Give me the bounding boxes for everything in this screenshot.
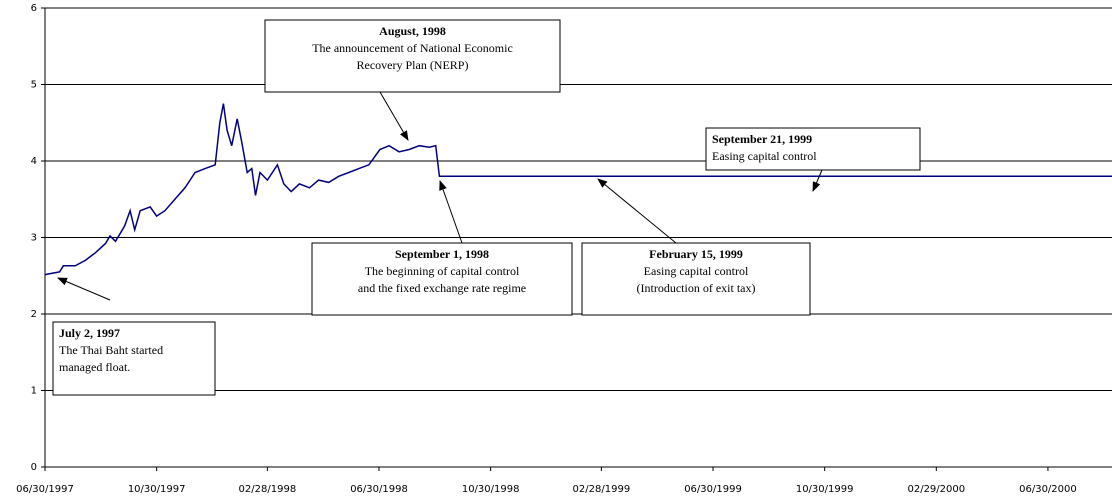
x-tick-label: 06/30/1999: [684, 484, 742, 495]
x-tick-label: 06/30/1997: [16, 484, 74, 495]
annotation-text: and the fixed exchange rate regime: [358, 281, 526, 295]
y-tick-label: 6: [31, 3, 37, 14]
annotation-arrow: [379, 91, 409, 141]
annotation-arrow: [812, 169, 823, 192]
x-tick-label: 10/30/1998: [462, 484, 520, 495]
y-tick-label: 4: [31, 156, 37, 167]
annotation-text: Easing capital control: [712, 149, 817, 163]
y-tick-label: 2: [31, 309, 37, 320]
x-tick-label: 02/28/1998: [239, 484, 297, 495]
annotation-text: Easing capital control: [644, 264, 749, 278]
annotation-arrow: [439, 180, 463, 244]
x-tick-label: 02/28/1999: [573, 484, 631, 495]
annotation-text: Recovery Plan (NERP): [357, 58, 469, 72]
annotation-arrow: [57, 277, 111, 301]
y-tick-label: 3: [31, 233, 37, 244]
annotation-arrow: [597, 178, 677, 244]
x-tick-label: 06/30/2000: [1019, 484, 1077, 495]
x-tick-label: 10/30/1999: [796, 484, 854, 495]
annotation-title: August, 1998: [379, 24, 446, 38]
line-series: [44, 103, 1112, 276]
annotation-title: July 2, 1997: [59, 326, 120, 340]
y-tick-label: 0: [31, 462, 37, 473]
annotation-box: [311, 242, 573, 316]
x-tick-label: 02/29/2000: [907, 484, 965, 495]
annotation-box: [52, 321, 216, 396]
x-tick-label: 10/30/1997: [128, 484, 186, 495]
y-tick-label: 5: [31, 80, 37, 91]
annotation-title: February 15, 1999: [649, 247, 743, 261]
y-tick-label: 1: [31, 386, 37, 397]
x-tick-label: 06/30/1998: [350, 484, 408, 495]
annotation-box: [264, 19, 561, 93]
annotation-title: September 21, 1999: [712, 132, 812, 146]
annotation-text: The announcement of National Economic: [312, 41, 513, 55]
annotation-box: [705, 127, 921, 171]
annotation-text: (Introduction of exit tax): [637, 281, 756, 295]
annotation-text: managed float.: [59, 360, 130, 374]
annotation-text: The Thai Baht started: [59, 343, 163, 357]
annotation-box: [581, 242, 811, 316]
annotation-title: September 1, 1998: [395, 247, 489, 261]
annotation-text: The beginning of capital control: [365, 264, 520, 278]
